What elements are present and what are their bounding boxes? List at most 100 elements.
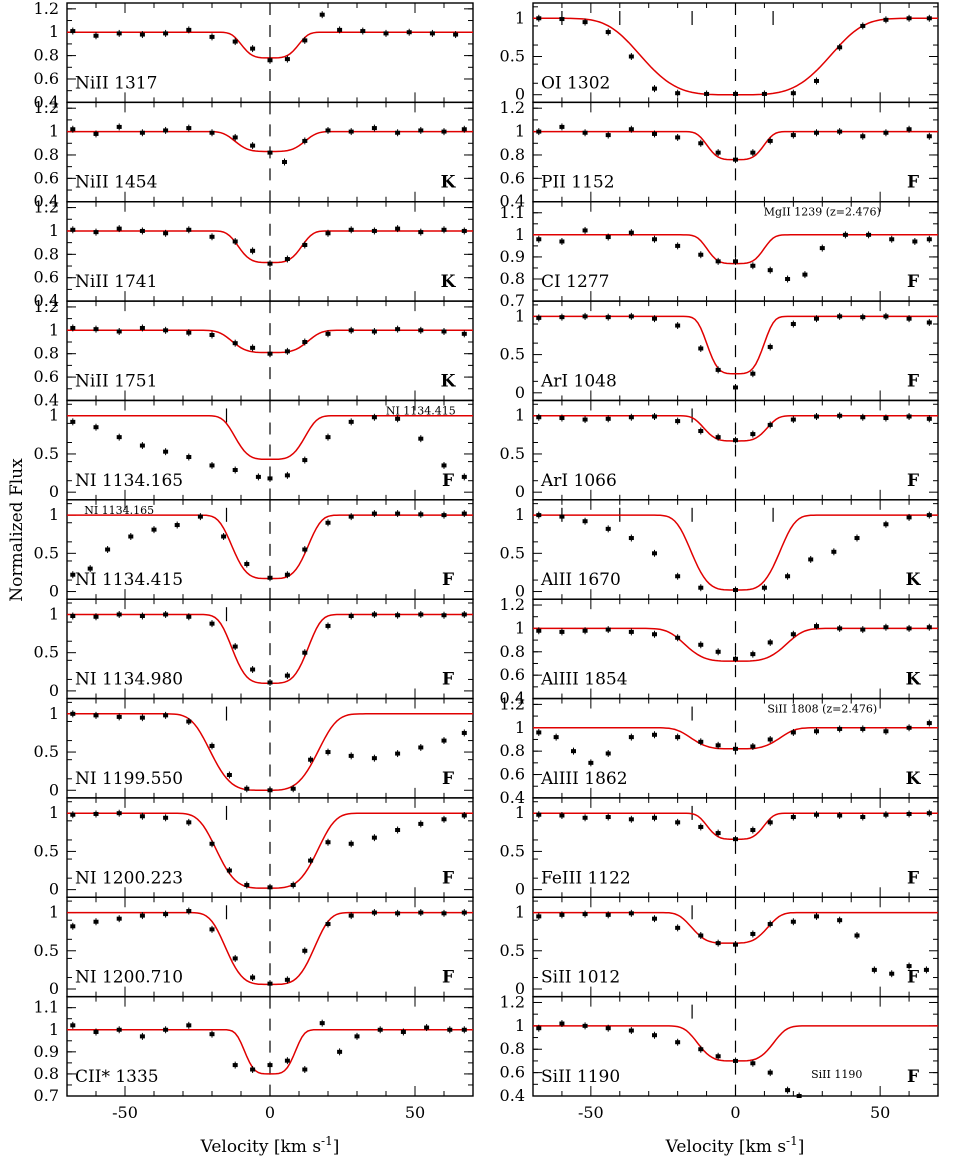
y-tick-label: 1.2 [34,0,59,18]
data-point [582,628,588,633]
y-tick-label: 0 [515,582,525,601]
quality-flag: F [442,868,454,888]
data-point [255,474,261,479]
data-point [785,1088,791,1093]
data-point [441,613,447,618]
data-point [70,572,76,577]
data-point [837,726,843,731]
data-point [284,572,290,577]
data-point [831,549,837,554]
data-point [139,715,145,720]
data-point [325,922,331,927]
data-point [267,885,273,890]
y-tick-label: 1.2 [500,992,525,1011]
data-point [461,813,467,818]
y-tick-label: 0 [49,880,59,899]
data-point [785,277,791,282]
y-tick-label: 0.8 [500,145,525,164]
data-point [837,314,843,319]
data-point [767,737,773,742]
data-point [371,415,377,420]
data-point [571,749,576,754]
data-point [395,327,401,332]
y-tick-label: 1 [515,306,525,325]
data-point [267,58,273,63]
data-point [139,814,145,819]
data-point [139,1034,145,1039]
data-point [325,435,331,440]
data-point [883,416,889,421]
data-point [698,346,704,351]
y-tick-label: 1 [49,704,59,723]
quality-flag: F [442,670,454,690]
data-point [582,314,588,319]
data-point [790,632,796,637]
data-point [698,585,704,590]
data-point [536,812,542,817]
data-point [860,815,866,820]
data-point [750,263,756,268]
data-point [337,27,343,32]
quality-flag: F [442,769,454,789]
data-point [698,141,704,146]
data-point [790,919,796,924]
data-point [226,772,232,777]
data-point [926,134,932,139]
data-point [371,126,377,131]
data-point [559,1021,565,1026]
quality-flag: K [441,371,457,391]
data-point [348,328,354,333]
data-point [116,124,122,129]
data-point [70,227,76,232]
data-point [750,150,756,155]
y-tick-label: 0.5 [500,841,525,860]
y-tick-label: 0.8 [34,244,59,263]
data-point [906,414,912,419]
data-point [652,632,657,637]
data-point [70,419,76,424]
data-point [715,1054,721,1059]
data-point [814,812,819,817]
data-point [536,730,542,735]
data-point [814,130,819,135]
data-point [284,473,290,478]
data-point [698,1047,704,1052]
data-point [250,46,256,51]
data-point [652,1033,657,1038]
data-point [652,414,657,419]
data-point [628,629,634,634]
data-point [767,422,773,427]
data-point [926,320,932,325]
data-point [559,239,565,244]
data-point [628,735,634,740]
data-point [652,815,657,820]
y-tick-label: 0.6 [500,168,525,187]
blend-annotation: NI 1134.415 [386,404,456,417]
y-axis-title: Normalized Flux [7,458,27,602]
quality-flag: K [441,173,457,193]
y-tick-label: 1 [49,505,59,524]
y-tick-label: 0 [49,780,59,799]
data-point [209,332,215,337]
data-point [605,133,611,138]
y-tick-label: 0.6 [34,69,59,88]
data-point [163,449,169,454]
data-point [116,1027,122,1032]
data-point [93,230,99,235]
data-point [559,912,565,917]
data-point [883,314,889,319]
x-tick-label: 50 [870,1103,890,1122]
y-tick-label: 0.5 [34,742,59,761]
data-point [837,129,843,134]
y-tick-label: 1 [515,903,525,922]
x-axis-title-right-main: Velocity [km s [665,1137,786,1157]
data-point [250,667,256,672]
data-point [698,824,704,829]
data-point [70,29,76,34]
data-point [715,367,721,372]
data-point [796,1094,802,1098]
species-label: NI 1199.550 [75,769,183,789]
y-tick-label: 0 [515,383,525,402]
